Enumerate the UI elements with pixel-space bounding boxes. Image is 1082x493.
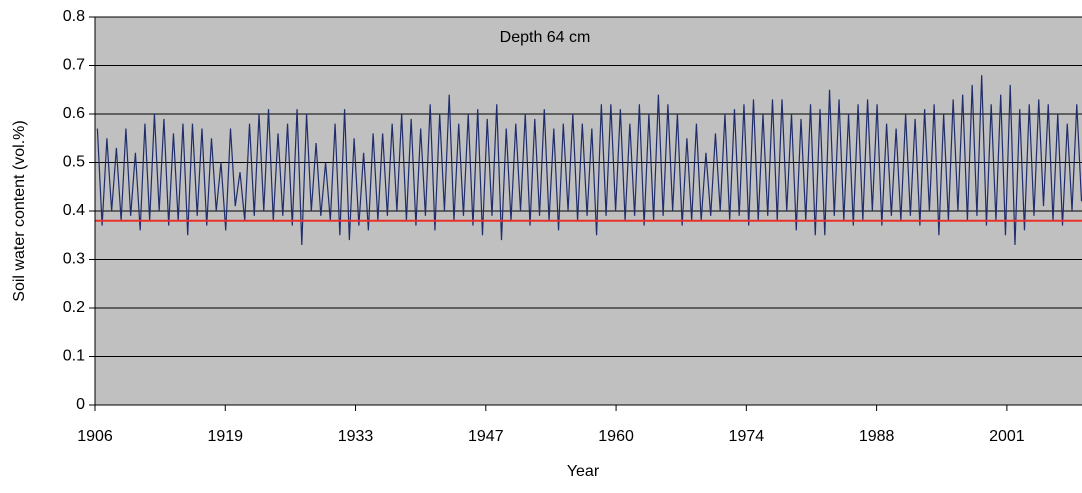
x-axis-label: Year bbox=[567, 463, 600, 480]
y-tick-label: 0.8 bbox=[63, 8, 85, 25]
y-tick-label: 0.5 bbox=[63, 154, 85, 171]
x-tick-label: 1947 bbox=[468, 428, 504, 445]
y-tick-label: 0.4 bbox=[63, 202, 85, 219]
marks bbox=[95, 75, 1082, 245]
y-tick-label: 0 bbox=[76, 396, 85, 413]
y-tick-label: 0.7 bbox=[63, 57, 85, 74]
axes: 0 0.1 0.2 0.3 0.4 0.5 0.6 0.7 0.8 1906 1919 1933 194… bbox=[63, 8, 1082, 445]
annotation: Depth 64 cm bbox=[500, 29, 591, 46]
x-tick-label: 1988 bbox=[859, 428, 895, 445]
y-tick-label: 0.1 bbox=[63, 348, 85, 365]
y-tick-label: 0.6 bbox=[63, 105, 85, 122]
x-tick-label: 1906 bbox=[77, 428, 113, 445]
y-tick-label: 0.3 bbox=[63, 251, 85, 268]
y-tick-label: 0.2 bbox=[63, 299, 85, 316]
data-line bbox=[96, 75, 1082, 245]
x-tick-label: 1960 bbox=[598, 428, 634, 445]
x-tick-label: 1919 bbox=[207, 428, 243, 445]
x-tick-label: 1933 bbox=[338, 428, 374, 445]
x-tick-label: 1974 bbox=[729, 428, 765, 445]
x-tick-label: 2001 bbox=[989, 428, 1025, 445]
y-axis-label: Soil water content (vol.%) bbox=[11, 120, 28, 301]
